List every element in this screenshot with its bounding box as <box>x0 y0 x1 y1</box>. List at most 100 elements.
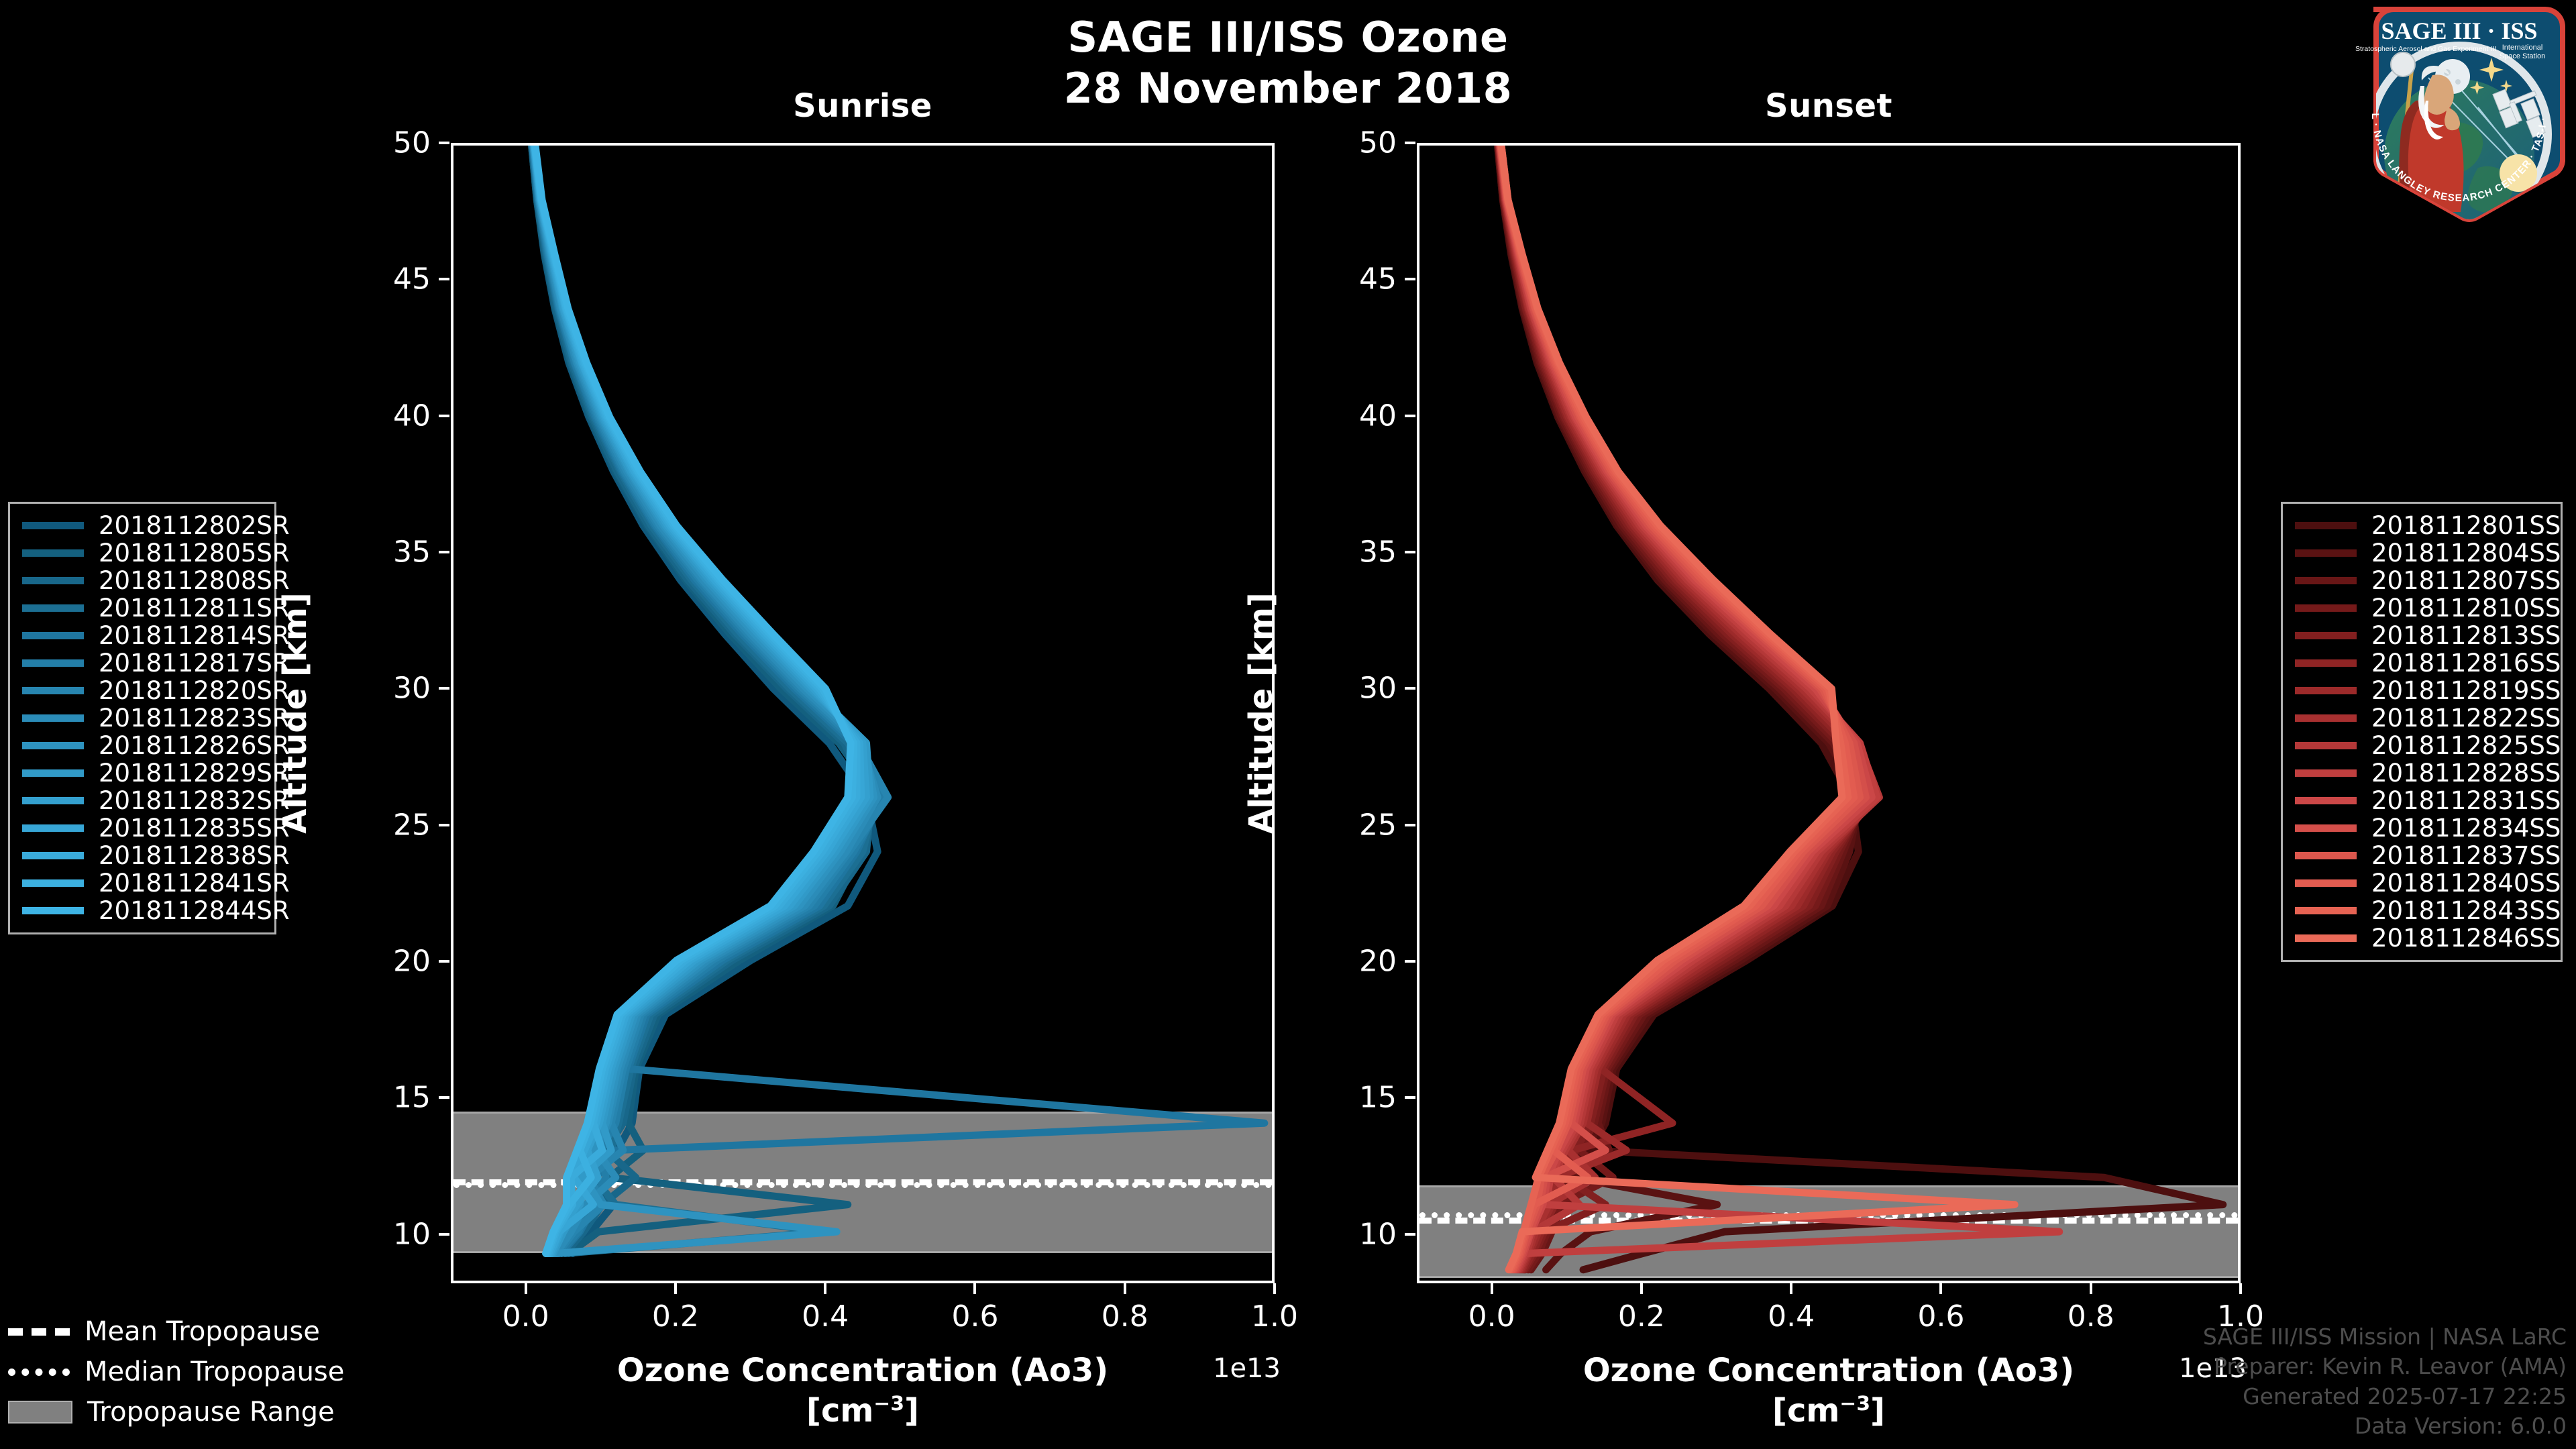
legend-item[interactable]: 2018112816SS <box>2295 649 2561 678</box>
legend-item[interactable]: 2018112826SR <box>22 731 290 760</box>
legend-color-swatch <box>22 687 84 694</box>
sunset-x-tick-mark <box>1939 1283 1943 1294</box>
legend-item[interactable]: 2018112840SS <box>2295 869 2561 898</box>
legend-item[interactable]: 2018112804SS <box>2295 539 2561 568</box>
legend-item[interactable]: 2018112841SR <box>22 869 290 898</box>
credits-line-4: Data Version: 6.0.0 <box>2354 1412 2567 1439</box>
legend-item[interactable]: 2018112843SS <box>2295 896 2561 925</box>
legend-item[interactable]: 2018112825SS <box>2295 731 2561 760</box>
sunrise-x-axis-label: Ozone Concentration (Ao3) [cm−3] <box>451 1350 1275 1431</box>
legend-item[interactable]: 2018112801SS <box>2295 511 2561 540</box>
patch-title: SAGE III · ISS <box>2381 17 2537 44</box>
legend-color-swatch <box>2295 577 2357 584</box>
legend-item[interactable]: 2018112828SS <box>2295 759 2561 788</box>
sunrise-y-tick-mark <box>439 1096 449 1099</box>
suptitle-line-1: SAGE III/ISS Ozone <box>1067 13 1509 62</box>
sunset-y-tick-label: 10 <box>1359 1217 1397 1252</box>
patch-astronomer-figure <box>2390 52 2464 212</box>
legend-item[interactable]: 2018112820SR <box>22 676 290 705</box>
sunset-y-tick-label: 25 <box>1359 808 1397 843</box>
patch-stars <box>2470 58 2512 95</box>
legend-color-swatch <box>2295 659 2357 667</box>
patch-inner-ring <box>2373 42 2552 219</box>
legend-item[interactable]: 2018112819SS <box>2295 676 2561 705</box>
sunrise-y-tick-label: 30 <box>393 671 431 706</box>
legend-item-label: 2018112831SS <box>2371 786 2561 815</box>
sunset-y-tick-mark <box>1405 823 1415 826</box>
sunrise-x-tick-label: 0.6 <box>951 1299 999 1334</box>
legend-color-swatch <box>22 879 84 887</box>
sunrise-panel-title: Sunrise <box>793 87 932 125</box>
sage-iii-iss-mission-patch-logo: SAGE III · ISS Stratospheric Aerosol and… <box>2347 0 2572 225</box>
legend-item[interactable]: 2018112837SS <box>2295 841 2561 870</box>
ozone-profile-line <box>1497 146 2019 1274</box>
sunrise-y-tick-label: 35 <box>393 535 431 570</box>
sunrise-x-tick-mark <box>824 1283 827 1294</box>
legend-color-swatch <box>2295 934 2357 942</box>
legend-item[interactable]: 2018112814SR <box>22 621 290 650</box>
sunset-y-tick-mark <box>1405 551 1415 554</box>
sunset-plot-panel <box>1417 143 2241 1283</box>
legend-color-swatch <box>22 769 84 777</box>
tropopause-legend-swatch-dashed <box>8 1328 70 1336</box>
legend-item[interactable]: 2018112829SR <box>22 759 290 788</box>
credits-line-3: Generated 2025-07-17 22:25 <box>2243 1383 2567 1409</box>
tropopause-legend-item[interactable]: Median Tropopause <box>8 1352 344 1392</box>
tropopause-legend-item[interactable]: Tropopause Range <box>8 1392 335 1432</box>
sunrise-plot-panel <box>451 143 1275 1283</box>
sunrise-legend[interactable]: 2018112802SR 2018112805SR 2018112808SR 2018… <box>8 502 290 934</box>
legend-item[interactable]: 2018112844SR <box>22 896 290 925</box>
legend-item[interactable]: 2018112831SS <box>2295 786 2561 815</box>
legend-color-swatch <box>22 522 84 529</box>
legend-color-swatch <box>22 824 84 832</box>
sunset-y-axis-label: Altitude [km] <box>1242 592 1280 834</box>
legend-item[interactable]: 2018112813SS <box>2295 621 2561 650</box>
sunset-x-tick-label: 0.6 <box>1917 1299 1965 1334</box>
tropopause-legend-item[interactable]: Mean Tropopause <box>8 1311 320 1352</box>
sunrise-x-axis-exponent: 1e13 <box>1213 1353 1281 1384</box>
legend-color-swatch <box>22 714 84 722</box>
legend-item[interactable]: 2018112846SS <box>2295 924 2561 953</box>
legend-item[interactable]: 2018112838SR <box>22 841 290 870</box>
sunset-x-tick-label: 0.8 <box>2067 1299 2114 1334</box>
legend-item[interactable]: 2018112802SR <box>22 511 290 540</box>
legend-item[interactable]: 2018112822SS <box>2295 704 2561 733</box>
sunset-y-tick-label: 20 <box>1359 944 1397 979</box>
credits-line-1: SAGE III/ISS Mission | NASA LaRC <box>2202 1324 2567 1350</box>
tropopause-legend-label: Mean Tropopause <box>85 1316 320 1347</box>
legend-item-label: 2018112840SS <box>2371 869 2561 898</box>
legend-item[interactable]: 2018112817SR <box>22 649 290 678</box>
legend-item-label: 2018112822SS <box>2371 704 2561 733</box>
legend-item[interactable]: 2018112823SR <box>22 704 290 733</box>
legend-item-label: 2018112804SS <box>2371 539 2561 568</box>
sunset-data-lines <box>1419 146 2238 1281</box>
legend-item-label: 2018112810SS <box>2371 594 2561 623</box>
legend-item[interactable]: 2018112832SR <box>22 786 290 815</box>
legend-item[interactable]: 2018112805SR <box>22 539 290 568</box>
sunrise-x-tick-label: 0.4 <box>802 1299 849 1334</box>
legend-color-swatch <box>22 632 84 639</box>
sunrise-x-tick-label: 0.2 <box>651 1299 699 1334</box>
legend-color-swatch <box>2295 714 2357 722</box>
legend-color-swatch <box>2295 742 2357 749</box>
legend-item[interactable]: 2018112807SS <box>2295 566 2561 595</box>
sunrise-y-tick-label: 15 <box>393 1080 431 1115</box>
legend-color-swatch <box>2295 604 2357 612</box>
sunrise-y-tick-label: 20 <box>393 944 431 979</box>
sunrise-y-tick-mark <box>439 960 449 963</box>
sunrise-y-tick-mark <box>439 551 449 554</box>
tropopause-legend[interactable]: Mean Tropopause Median Tropopause Tropopau… <box>8 1311 344 1432</box>
legend-color-swatch <box>2295 907 2357 914</box>
legend-item[interactable]: 2018112810SS <box>2295 594 2561 623</box>
sunrise-x-tick-mark <box>1273 1283 1276 1294</box>
legend-item[interactable]: 2018112808SR <box>22 566 290 595</box>
sunset-y-tick-mark <box>1405 960 1415 963</box>
sunrise-x-tick-mark <box>973 1283 977 1294</box>
legend-color-swatch <box>2295 879 2357 887</box>
sunset-x-tick-mark <box>2089 1283 2092 1294</box>
legend-item[interactable]: 2018112811SR <box>22 594 290 623</box>
legend-item[interactable]: 2018112835SR <box>22 814 290 843</box>
sunset-legend[interactable]: 2018112801SS 2018112804SS 2018112807SS 2018… <box>2281 502 2563 962</box>
legend-item[interactable]: 2018112834SS <box>2295 814 2561 843</box>
sunset-x-axis-label: Ozone Concentration (Ao3) [cm−3] <box>1417 1350 2241 1431</box>
